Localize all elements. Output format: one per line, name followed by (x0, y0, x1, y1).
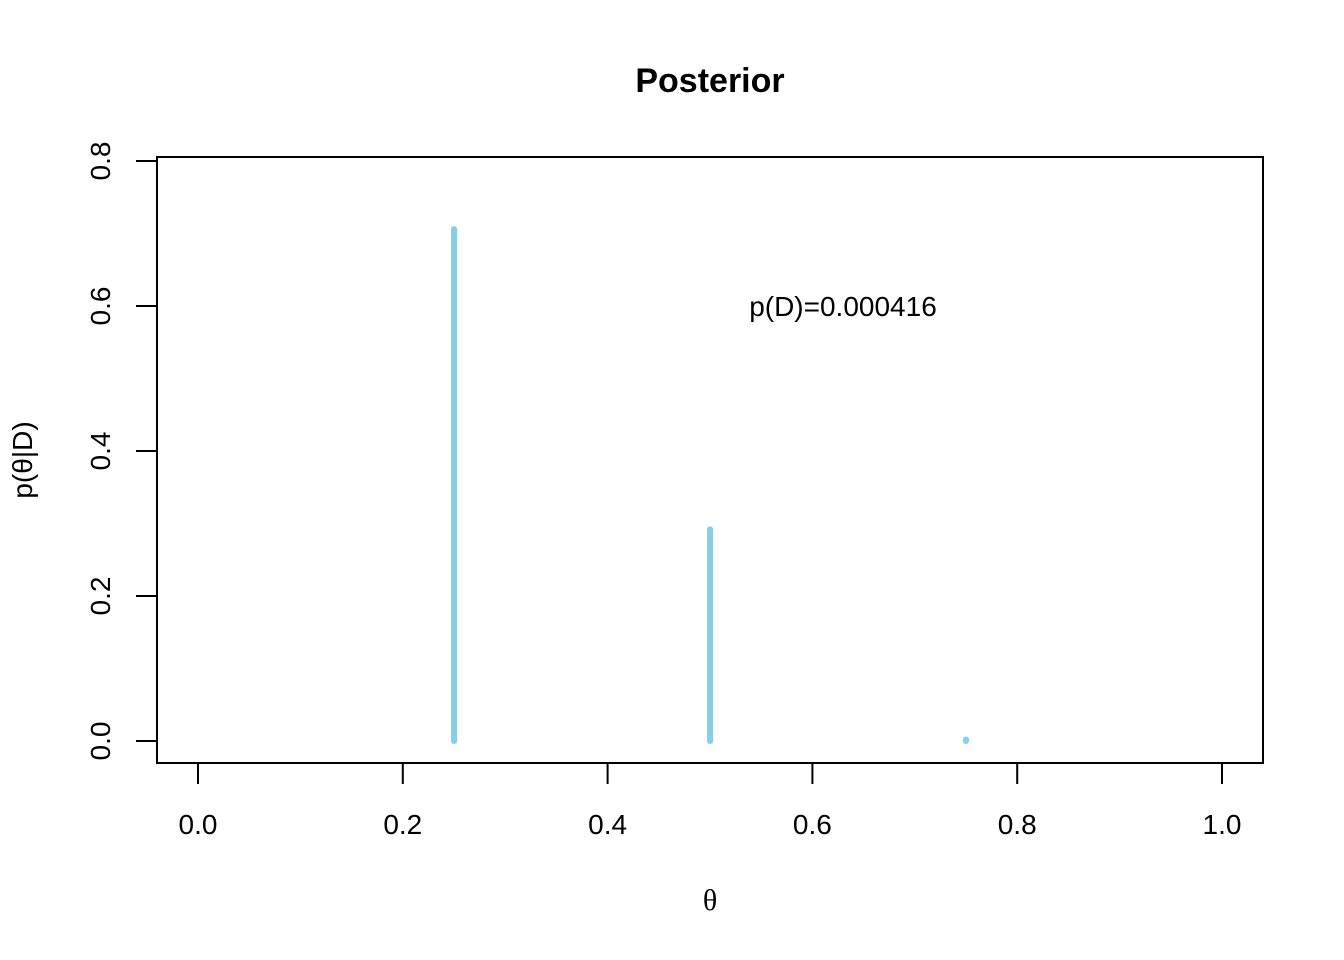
x-tick-label: 0.2 (383, 809, 422, 840)
y-tick-label: 0.0 (85, 722, 116, 761)
x-tick-label: 0.6 (793, 809, 832, 840)
y-tick-label: 0.4 (85, 432, 116, 471)
x-tick-label: 0.0 (179, 809, 218, 840)
x-tick-label: 1.0 (1203, 809, 1242, 840)
x-axis: 0.0 0.2 0.4 0.6 0.8 1.0 (179, 762, 1242, 840)
y-tick-label: 0.8 (85, 142, 116, 181)
y-tick-label: 0.2 (85, 577, 116, 616)
chart-title: Posterior (635, 62, 784, 100)
y-tick-label: 0.6 (85, 287, 116, 326)
x-tick-label: 0.8 (998, 809, 1037, 840)
x-tick-label: 0.4 (588, 809, 627, 840)
x-axis-label: θ (703, 884, 717, 917)
annotation-text: p(D)=0.000416 (749, 291, 937, 322)
y-axis: 0.0 0.2 0.4 0.6 0.8 (85, 142, 158, 761)
posterior-bars (451, 226, 969, 744)
y-axis-label: p(θ|D) (7, 421, 38, 498)
